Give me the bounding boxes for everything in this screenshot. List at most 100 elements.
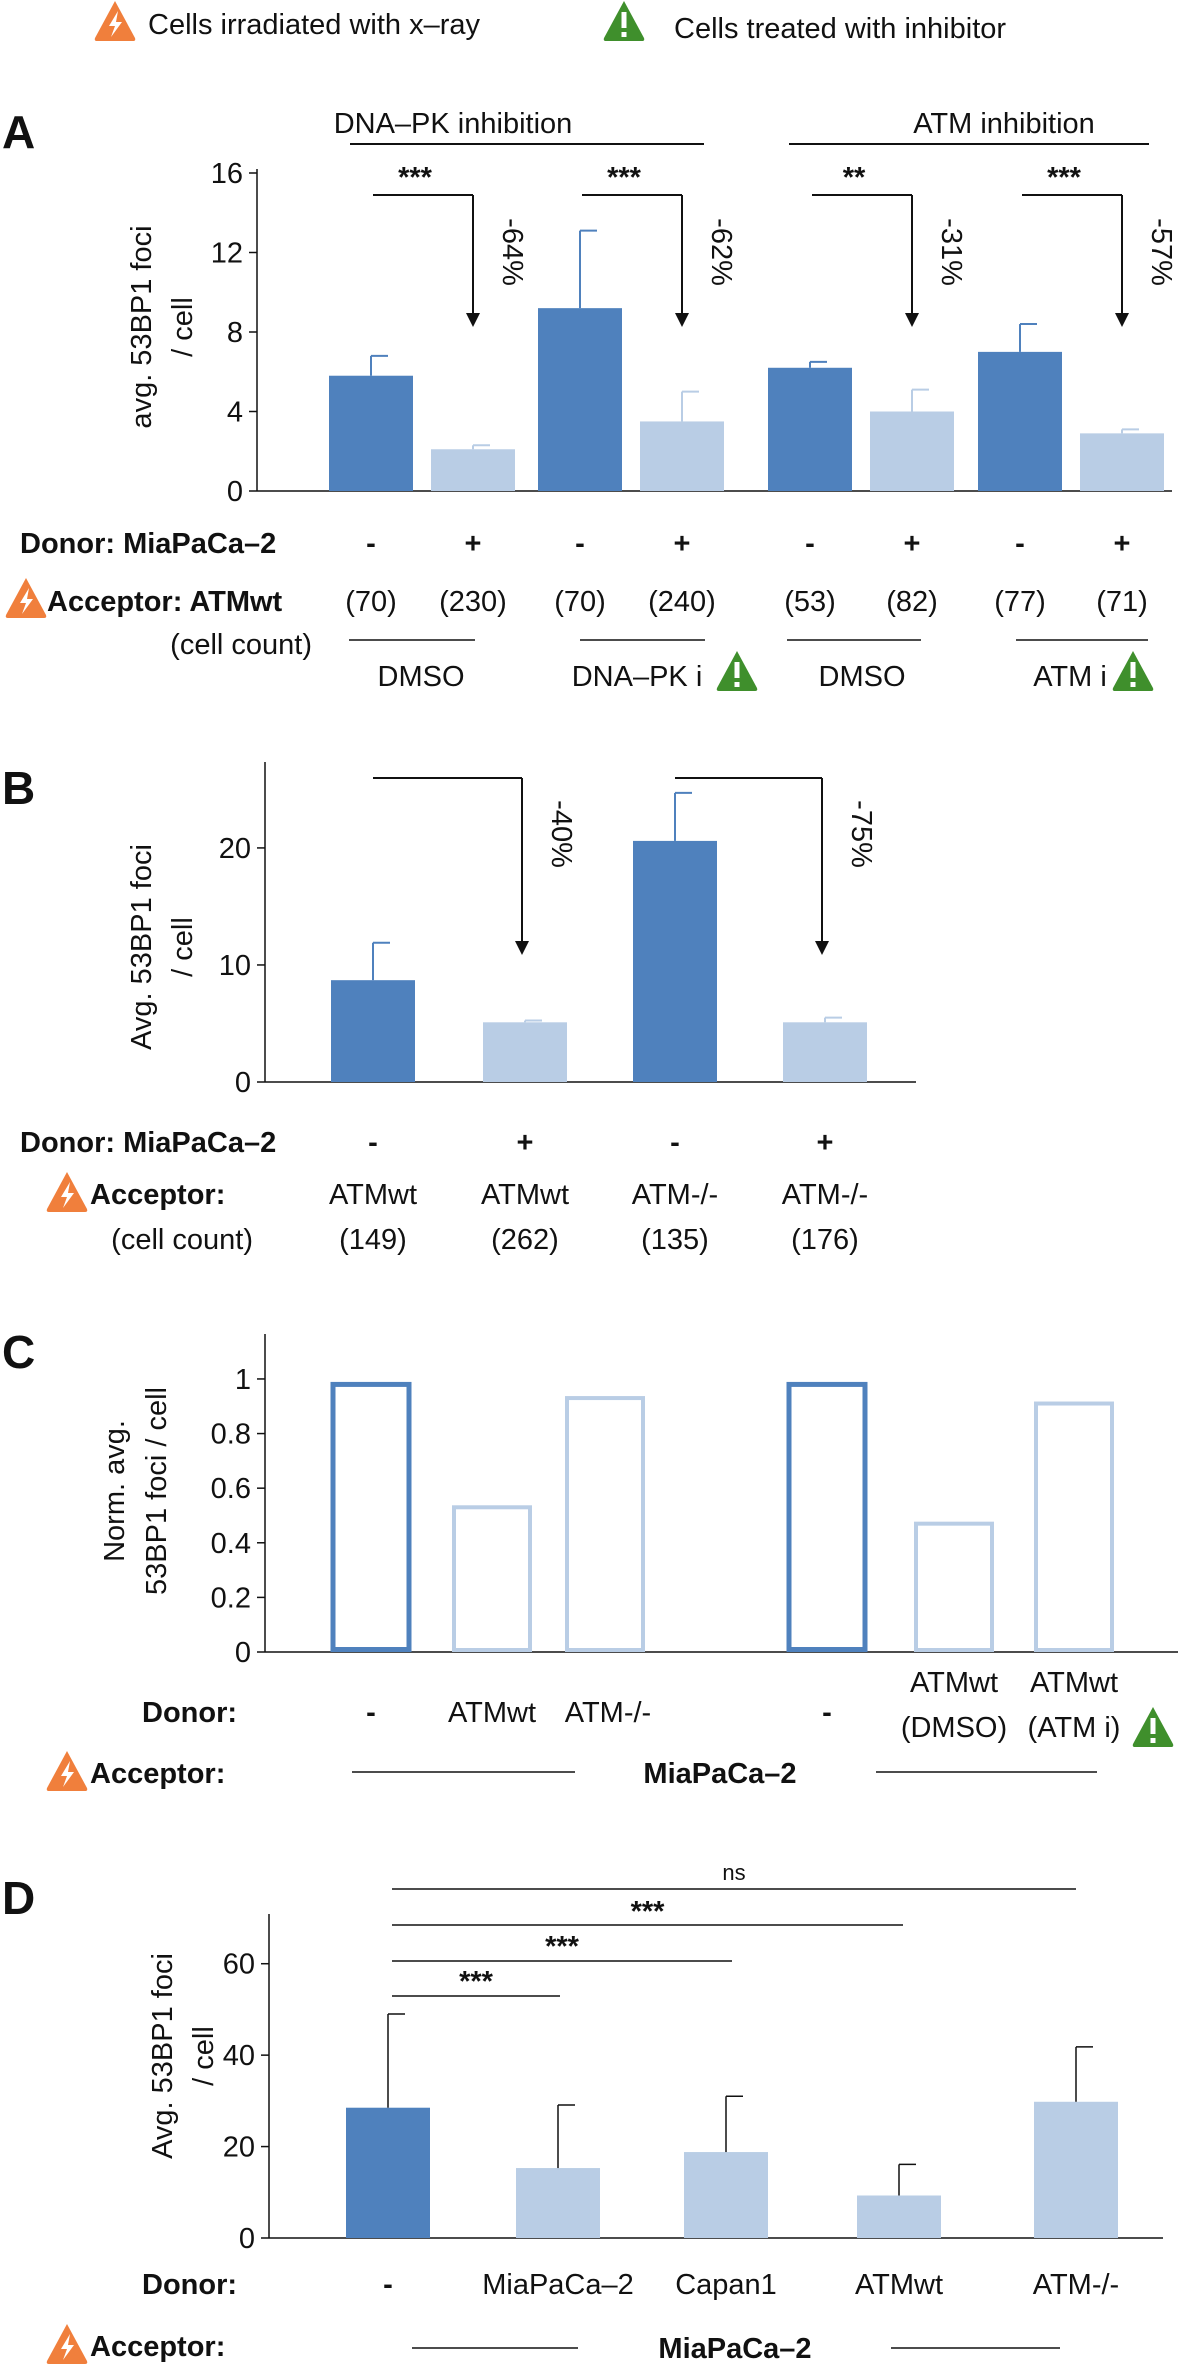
cell-count: (262) — [491, 1224, 559, 1256]
panel-b-plot: 0 10 20 -40% -75% — [219, 762, 916, 1099]
cell-count-label: (cell count) — [111, 1224, 253, 1256]
legend: Cells irradiated with x–ray Cells treate… — [94, 1, 1006, 45]
treatment-label: DMSO — [819, 661, 906, 693]
donor-value: + — [904, 528, 921, 560]
acceptor-xray-icon — [46, 1751, 88, 1791]
panel-a-plot: 0 4 8 12 16 *** -64% *** -62% ** -31% *** -57% — [211, 158, 1177, 508]
panel-c-rows: - ATMwt ATM-/- - ATMwt (DMSO) ATMwt (ATM i) — [366, 1667, 1174, 1747]
bar — [431, 449, 515, 491]
significance-label: *** — [459, 1966, 494, 1998]
panel-c: C Norm. avg. 53BP1 foci / cell 0 0.2 0.4 0.… — [2, 1326, 1178, 1791]
y-axis-label-line1: avg. 53BP1 foci — [126, 225, 158, 428]
donor-value: - — [366, 528, 376, 560]
y-tick-label: 20 — [223, 2132, 255, 2164]
panel-b-rows: - + - + ATMwt ATMwt ATM-/- ATM-/- (149) (262) (135… — [329, 1127, 868, 1256]
y-tick-label: 8 — [227, 317, 243, 349]
y-tick-label: 0 — [235, 1067, 251, 1099]
bar — [768, 367, 852, 491]
donor-value: - — [368, 1127, 378, 1159]
icon-mark — [734, 662, 740, 678]
donor-value: - — [575, 528, 585, 560]
donor-label: Donor: MiaPaCa–2 — [20, 528, 276, 560]
lightning-warning-icon — [94, 1, 136, 41]
donor-value: (ATM i) — [1028, 1712, 1121, 1744]
bar — [633, 840, 717, 1082]
bracket-arrow-head — [675, 313, 689, 327]
donor-value: MiaPaCa–2 — [482, 2269, 634, 2301]
acceptor-label: Acceptor: — [90, 1758, 225, 1790]
treatment-label: ATM i — [1033, 661, 1107, 693]
y-tick-label: 4 — [227, 397, 243, 429]
treatment-label: DNA–PK i — [572, 661, 703, 693]
y-tick-label: 40 — [223, 2040, 255, 2072]
acceptor-xray-icon — [46, 2324, 88, 2364]
acceptor-label: Acceptor: — [90, 2331, 225, 2363]
y-tick-label: 16 — [211, 158, 243, 190]
donor-value: + — [817, 1127, 834, 1159]
y-axis-label-line2: 53BP1 foci / cell — [141, 1387, 173, 1595]
donor-value: + — [1114, 528, 1131, 560]
donor-value: Capan1 — [675, 2269, 777, 2301]
bar — [329, 375, 413, 491]
y-tick-label: 12 — [211, 238, 243, 270]
panel-d: D Avg. 53BP1 foci / cell 0 20 40 60 *** *** **… — [2, 1860, 1163, 2365]
group-label-dna-pk: DNA–PK inhibition — [334, 108, 573, 140]
icon-mark — [1130, 662, 1136, 678]
y-axis-label-line2: / cell — [167, 917, 199, 977]
donor-value: ATM-/- — [1033, 2269, 1119, 2301]
panel-d-letter: D — [2, 1872, 35, 1924]
percent-change: -31% — [935, 218, 967, 286]
y-axis-label-line2: / cell — [167, 297, 199, 357]
bar — [346, 2107, 430, 2238]
bar — [857, 2195, 941, 2238]
acceptor-value: ATM-/- — [782, 1179, 868, 1211]
y-axis-label-line1: Avg. 53BP1 foci — [147, 1953, 179, 2159]
inhibitor-icon — [1132, 1707, 1174, 1747]
y-axis-label-line1: Avg. 53BP1 foci — [126, 844, 158, 1050]
y-tick-label: 0.6 — [211, 1473, 251, 1505]
cell-count-label: (cell count) — [170, 629, 312, 661]
bar — [1080, 433, 1164, 491]
bar — [978, 351, 1062, 491]
legend-xray-label: Cells irradiated with x–ray — [148, 9, 481, 41]
donor-value: - — [1015, 528, 1025, 560]
significance-label: *** — [631, 1896, 666, 1928]
treatment-label: DMSO — [378, 661, 465, 693]
donor-value: ATM-/- — [565, 1697, 651, 1729]
cell-count: (176) — [791, 1224, 859, 1256]
panel-c-plot: 0 0.2 0.4 0.6 0.8 1 — [211, 1334, 1178, 1669]
panel-b-letter: B — [2, 762, 35, 814]
icon-dot — [1150, 1738, 1156, 1743]
donor-label: Donor: — [142, 2269, 237, 2301]
bracket-arrow-head — [905, 313, 919, 327]
donor-value: - — [366, 1697, 376, 1729]
acceptor-xray-icon — [5, 578, 47, 618]
donor-value: - — [670, 1127, 680, 1159]
panel-a: A DNA–PK inhibition ATM inhibition avg. … — [2, 106, 1177, 693]
acceptor-label: Acceptor: — [90, 1179, 225, 1211]
donor-value: - — [822, 1697, 832, 1729]
panel-d-plot: 0 20 40 60 *** *** *** ns — [223, 1860, 1163, 2255]
y-tick-label: 0.2 — [211, 1582, 251, 1614]
panel-d-rows: - MiaPaCa–2 Capan1 ATMwt ATM-/- — [383, 2269, 1119, 2301]
legend-inhibitor-label: Cells treated with inhibitor — [674, 13, 1006, 45]
bracket-arrow-head — [815, 941, 829, 955]
significance-label: ns — [722, 1860, 745, 1885]
significance-stars: *** — [607, 162, 642, 194]
y-axis-label-line1: Norm. avg. — [99, 1420, 131, 1562]
y-tick-label: 0 — [239, 2223, 255, 2255]
bar — [786, 1381, 868, 1652]
donor-value: (DMSO) — [901, 1712, 1007, 1744]
panel-a-rows: - + - + - + - + (70) (230) (70) (240) (53) (82) (77) (7… — [345, 528, 1154, 693]
bar — [684, 2152, 768, 2238]
y-tick-label: 0 — [227, 476, 243, 508]
cell-count: (70) — [554, 586, 606, 618]
y-tick-label: 0 — [235, 1637, 251, 1669]
panel-a-letter: A — [2, 106, 35, 158]
donor-label: Donor: MiaPaCa–2 — [20, 1127, 276, 1159]
cell-count: (149) — [339, 1224, 407, 1256]
bar — [516, 2168, 600, 2238]
acceptor-value: ATMwt — [329, 1179, 417, 1211]
bracket-arrow-head — [515, 941, 529, 955]
